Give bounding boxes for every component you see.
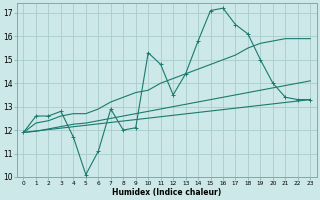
X-axis label: Humidex (Indice chaleur): Humidex (Indice chaleur): [112, 188, 221, 197]
